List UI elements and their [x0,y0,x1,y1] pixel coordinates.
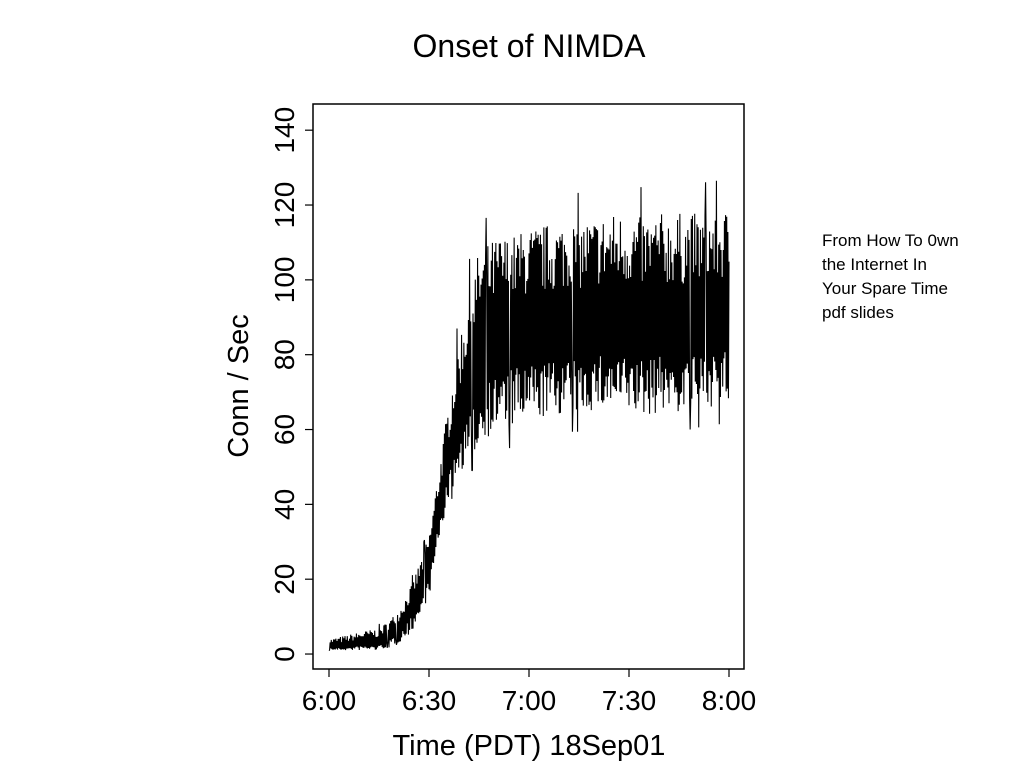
x-tick-label-3: 7:30 [602,685,657,716]
x-axis: 6:00 6:30 7:00 7:30 8:00 [302,669,757,716]
x-tick-label-4: 8:00 [702,685,757,716]
source-note-line-1: From How To 0wn [822,231,959,250]
x-axis-label: Time (PDT) 18Sep01 [393,730,666,762]
x-tick-label-1: 6:30 [402,685,457,716]
y-tick-label-6: 120 [269,182,300,229]
y-axis: 0 20 40 60 80 100 120 140 [269,107,313,662]
series-layer [328,180,730,652]
x-tick-label-0: 6:00 [302,685,357,716]
y-tick-label-2: 40 [269,489,300,520]
x-tick-label-2: 7:00 [502,685,557,716]
y-tick-label-3: 60 [269,414,300,445]
series-line-0 [328,180,730,652]
source-note-line-3: Your Spare Time [822,279,948,298]
source-note-line-2: the Internet In [822,255,927,274]
y-tick-label-0: 0 [269,646,300,662]
y-tick-label-7: 140 [269,107,300,154]
source-note-line-4: pdf slides [822,303,894,322]
y-tick-label-4: 80 [269,339,300,370]
y-axis-label: Conn / Sec [223,314,255,457]
y-tick-label-1: 20 [269,564,300,595]
y-tick-label-5: 100 [269,257,300,304]
chart-title: Onset of NIMDA [413,28,647,64]
source-note: From How To 0wn the Internet In Your Spa… [822,229,1012,325]
